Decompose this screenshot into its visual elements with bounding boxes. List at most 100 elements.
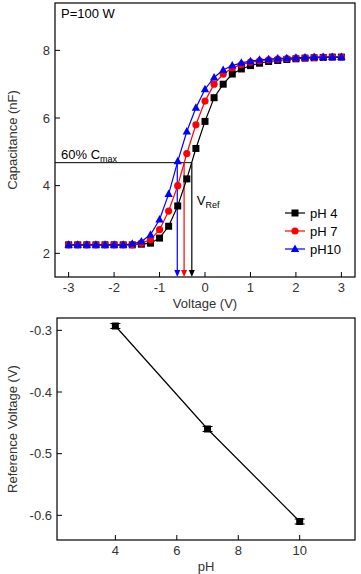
reference-text: V — [197, 193, 206, 208]
reference-sub: Ref — [205, 200, 220, 210]
marker — [92, 240, 100, 248]
marker — [74, 240, 82, 248]
series-line — [69, 57, 342, 245]
x-tick-label: 8 — [235, 543, 242, 558]
marker — [174, 157, 182, 165]
marker — [111, 241, 118, 248]
series-line — [69, 57, 342, 245]
legend-entry: pH 4 — [285, 206, 337, 221]
arrow-head — [189, 270, 195, 277]
plot-frame — [55, 3, 355, 277]
y-tick-label: 4 — [43, 178, 50, 193]
marker — [112, 323, 119, 330]
x-tick-label: 3 — [338, 280, 345, 295]
x-tick — [299, 535, 300, 540]
marker — [319, 53, 327, 61]
x-tick-label: 6 — [173, 543, 180, 558]
y-tick-label: -0.5 — [30, 446, 52, 461]
y-tick-label: -0.6 — [30, 508, 52, 523]
marker — [92, 241, 99, 248]
x-tick — [295, 272, 296, 277]
marker — [65, 241, 72, 248]
series-line — [69, 57, 342, 245]
marker — [128, 239, 136, 247]
marker — [83, 241, 90, 248]
marker — [155, 215, 163, 223]
marker — [146, 230, 154, 238]
marker — [237, 58, 245, 66]
marker — [228, 61, 236, 69]
marker — [210, 73, 218, 81]
plot-frame — [57, 318, 355, 540]
chart: 46810-0.3-0.4-0.5-0.6pHReference Voltage… — [5, 318, 355, 574]
x-axis-label: pH — [198, 559, 215, 574]
reference-label: VRef — [197, 193, 220, 210]
y-tick — [57, 392, 62, 393]
marker — [301, 53, 309, 61]
marker — [92, 241, 99, 248]
marker — [65, 241, 72, 248]
figure: -3-2-101232468Voltage (V)Capacitance (nF… — [0, 0, 361, 574]
marker — [328, 53, 336, 61]
series-line — [115, 326, 299, 521]
x-tick-label: -3 — [63, 280, 75, 295]
threshold-label: 60% Cmax — [61, 147, 118, 164]
marker — [274, 54, 282, 62]
y-tick-label: 6 — [43, 111, 50, 126]
y-tick — [57, 453, 62, 454]
title: P=100 W — [61, 6, 116, 21]
y-tick-label: 8 — [43, 43, 50, 58]
marker — [83, 240, 91, 248]
marker — [110, 240, 118, 248]
x-tick-label: 2 — [292, 280, 299, 295]
y-tick — [57, 515, 62, 516]
marker — [202, 118, 209, 125]
legend-label: pH 4 — [310, 206, 337, 221]
y-tick — [55, 185, 60, 186]
arrow-shaft — [177, 163, 178, 271]
marker — [219, 65, 227, 73]
marker — [74, 241, 81, 248]
marker — [292, 53, 300, 61]
legend-entry: pH10 — [285, 242, 341, 257]
legend-marker — [291, 227, 298, 234]
threshold-text: 60% C — [61, 147, 100, 162]
x-tick — [115, 535, 116, 540]
y-tick — [55, 253, 60, 254]
x-tick-label: 4 — [112, 543, 119, 558]
marker — [110, 241, 117, 248]
plot-area — [55, 53, 346, 277]
legend: pH 4 pH 7 pH10 — [285, 206, 341, 257]
chart: -3-2-101232468Voltage (V)Capacitance (nF… — [5, 3, 355, 311]
x-tick — [250, 272, 251, 277]
marker — [137, 237, 145, 245]
marker — [102, 241, 109, 248]
y-tick-label: -0.3 — [30, 323, 52, 338]
legend-label: pH 7 — [310, 224, 337, 239]
marker — [201, 85, 209, 93]
x-tick-label: -2 — [108, 280, 120, 295]
legend-label: pH10 — [310, 242, 341, 257]
marker — [74, 241, 81, 248]
marker — [183, 127, 191, 135]
marker — [164, 190, 172, 198]
marker — [156, 235, 163, 242]
x-tick — [205, 272, 206, 277]
marker — [183, 150, 190, 157]
x-tick — [159, 272, 160, 277]
marker — [329, 54, 336, 61]
marker — [165, 207, 172, 214]
y-tick-label: 2 — [43, 246, 50, 261]
marker — [120, 241, 127, 248]
y-axis-label: Capacitance (nF) — [5, 90, 20, 190]
marker — [211, 94, 218, 101]
y-tick — [57, 330, 62, 331]
marker — [201, 97, 208, 104]
marker — [64, 240, 72, 248]
y-axis-label: Reference Voltage (V) — [5, 365, 20, 493]
marker — [174, 202, 181, 209]
marker — [310, 53, 318, 61]
marker — [165, 223, 172, 230]
marker — [220, 81, 227, 88]
marker — [204, 426, 211, 433]
